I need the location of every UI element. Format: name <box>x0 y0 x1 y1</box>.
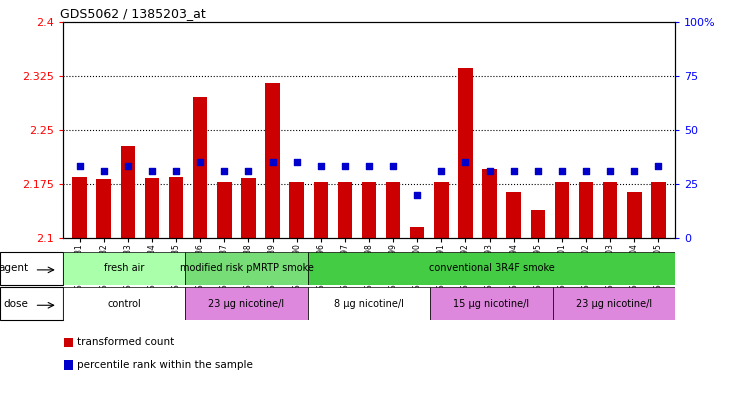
Point <box>315 163 327 169</box>
Point <box>411 191 423 198</box>
Bar <box>483 169 497 238</box>
Bar <box>120 145 135 238</box>
Bar <box>63 287 185 320</box>
Bar <box>63 252 185 285</box>
Bar <box>308 252 675 285</box>
Point <box>628 167 640 174</box>
Bar <box>265 83 280 238</box>
Text: 8 μg nicotine/l: 8 μg nicotine/l <box>334 299 404 309</box>
Bar <box>579 182 593 238</box>
Point <box>146 167 158 174</box>
Text: percentile rank within the sample: percentile rank within the sample <box>77 360 252 370</box>
Text: 23 μg nicotine/l: 23 μg nicotine/l <box>576 299 652 309</box>
Point <box>604 167 616 174</box>
Text: control: control <box>107 299 141 309</box>
Bar <box>217 182 232 238</box>
Bar <box>241 178 255 238</box>
Point <box>652 163 664 169</box>
Text: conventional 3R4F smoke: conventional 3R4F smoke <box>429 263 554 273</box>
Point <box>194 159 206 165</box>
Bar <box>458 68 473 238</box>
Point <box>435 167 447 174</box>
Text: fresh air: fresh air <box>104 263 144 273</box>
Bar <box>314 182 328 238</box>
Point <box>556 167 568 174</box>
Bar <box>430 287 553 320</box>
Text: transformed count: transformed count <box>77 337 173 347</box>
Text: 23 μg nicotine/l: 23 μg nicotine/l <box>208 299 285 309</box>
Bar <box>434 182 449 238</box>
Point <box>74 163 86 169</box>
Bar <box>553 287 675 320</box>
Point <box>363 163 375 169</box>
Bar <box>603 182 618 238</box>
Text: dose: dose <box>4 299 28 309</box>
Bar <box>185 252 308 285</box>
Bar <box>338 182 352 238</box>
Bar <box>193 97 207 238</box>
Bar <box>64 360 74 370</box>
Bar <box>185 287 308 320</box>
Point <box>339 163 351 169</box>
Bar <box>651 182 666 238</box>
Bar <box>555 182 569 238</box>
Bar <box>506 193 521 238</box>
Bar <box>97 179 111 238</box>
Point <box>122 163 134 169</box>
Bar <box>308 287 430 320</box>
Point <box>243 167 255 174</box>
Bar <box>145 178 159 238</box>
Bar <box>289 182 304 238</box>
Point <box>532 167 544 174</box>
Bar <box>169 176 183 238</box>
Bar <box>531 210 545 238</box>
Bar <box>386 182 400 238</box>
Point <box>266 159 278 165</box>
Point <box>460 159 472 165</box>
Point <box>291 159 303 165</box>
Point <box>508 167 520 174</box>
Bar <box>410 227 424 238</box>
Bar <box>64 338 74 347</box>
Point <box>483 167 495 174</box>
Text: 15 μg nicotine/l: 15 μg nicotine/l <box>453 299 530 309</box>
Bar <box>72 176 87 238</box>
Text: modified risk pMRTP smoke: modified risk pMRTP smoke <box>179 263 314 273</box>
Point <box>218 167 230 174</box>
Text: GDS5062 / 1385203_at: GDS5062 / 1385203_at <box>60 7 205 20</box>
Point <box>387 163 399 169</box>
Point <box>580 167 592 174</box>
Point <box>170 167 182 174</box>
Point <box>98 167 110 174</box>
Bar <box>362 182 376 238</box>
Text: agent: agent <box>0 263 28 273</box>
Bar <box>627 193 641 238</box>
